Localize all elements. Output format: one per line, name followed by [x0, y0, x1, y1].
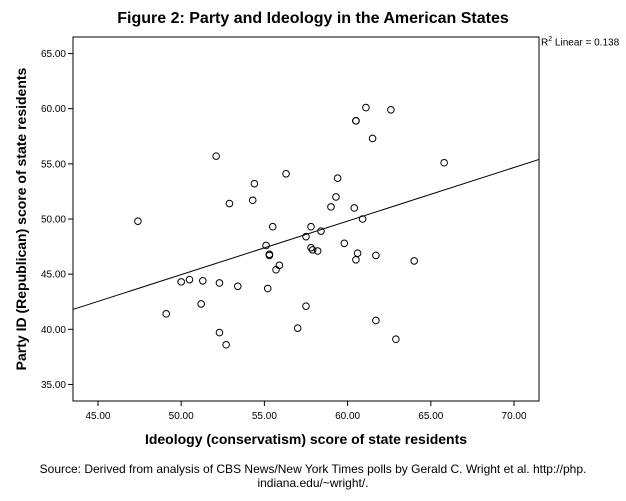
- data-point: [358, 215, 367, 223]
- y-tick-label: 65.00: [41, 49, 66, 60]
- data-point: [350, 204, 359, 212]
- data-point: [340, 239, 349, 248]
- data-point: [268, 222, 277, 231]
- y-tick-label: 60.00: [41, 104, 66, 115]
- data-point: [392, 335, 400, 344]
- data-point: [327, 203, 335, 211]
- x-tick-label: 50.00: [169, 411, 194, 422]
- fit-line-group: [72, 158, 540, 310]
- data-point: [250, 179, 259, 188]
- data-point: [440, 158, 448, 167]
- r2-label-sup: 2: [548, 36, 553, 43]
- r2-label-prefix: R: [541, 37, 549, 49]
- data-point: [282, 169, 290, 178]
- data-point: [134, 217, 142, 226]
- data-point: [233, 282, 242, 291]
- data-point: [212, 152, 220, 160]
- data-point: [262, 241, 270, 250]
- data-point: [302, 232, 310, 241]
- data-points: [134, 103, 448, 349]
- data-point: [275, 261, 284, 270]
- x-tick-label: 60.00: [335, 411, 360, 422]
- data-point: [372, 316, 380, 325]
- data-point: [162, 310, 170, 318]
- x-tick-label: 45.00: [85, 411, 110, 422]
- linear-fit-line: [72, 158, 540, 310]
- y-tick-label: 40.00: [41, 325, 66, 336]
- x-tick-label: 70.00: [502, 411, 527, 422]
- y-axis-title: Party ID (Republican) score of state res…: [13, 67, 29, 370]
- y-tick-label: 35.00: [41, 380, 66, 391]
- data-point: [215, 279, 224, 287]
- data-point: [333, 174, 342, 182]
- data-point: [177, 278, 185, 286]
- data-point: [353, 249, 362, 257]
- data-point: [308, 246, 317, 254]
- data-point: [307, 243, 315, 252]
- chart-title: Figure 2: Party and Ideology in the Amer…: [117, 10, 509, 27]
- x-axis: 45.00 50.00 55.00 60.00 65.00 70.00: [85, 401, 527, 422]
- data-point: [293, 324, 302, 333]
- data-point: [368, 134, 377, 143]
- data-point: [317, 227, 325, 235]
- r2-label: R2 Linear = 0.138: [541, 36, 619, 48]
- r2-label-suffix: Linear = 0.138: [552, 37, 620, 49]
- data-point: [387, 106, 395, 114]
- data-point: [332, 193, 340, 201]
- data-point: [307, 222, 315, 231]
- data-point: [248, 196, 257, 205]
- y-axis: 35.00 40.00 45.00 50.00 55.00 60.00 65.00: [41, 49, 73, 391]
- y-tick-label: 55.00: [41, 159, 66, 170]
- data-point: [225, 199, 234, 208]
- x-tick-label: 65.00: [418, 411, 443, 422]
- data-point: [199, 276, 207, 285]
- x-tick-label: 55.00: [252, 411, 277, 422]
- x-axis-title: Ideology (conservatism) score of state r…: [145, 431, 467, 447]
- source-note: Source: Derived from analysis of CBS New…: [39, 462, 587, 490]
- data-point: [185, 275, 194, 284]
- data-point: [410, 257, 418, 265]
- data-point: [313, 247, 322, 255]
- data-point: [197, 300, 205, 308]
- data-point: [372, 251, 380, 260]
- data-point: [265, 250, 274, 259]
- y-tick-label: 50.00: [41, 215, 66, 226]
- data-point: [302, 302, 310, 310]
- y-tick-label: 45.00: [41, 270, 66, 281]
- data-point: [215, 328, 224, 337]
- data-point: [362, 103, 370, 112]
- data-point: [352, 117, 360, 125]
- plot-area: [72, 36, 540, 402]
- data-point: [263, 284, 272, 293]
- data-point: [222, 340, 230, 349]
